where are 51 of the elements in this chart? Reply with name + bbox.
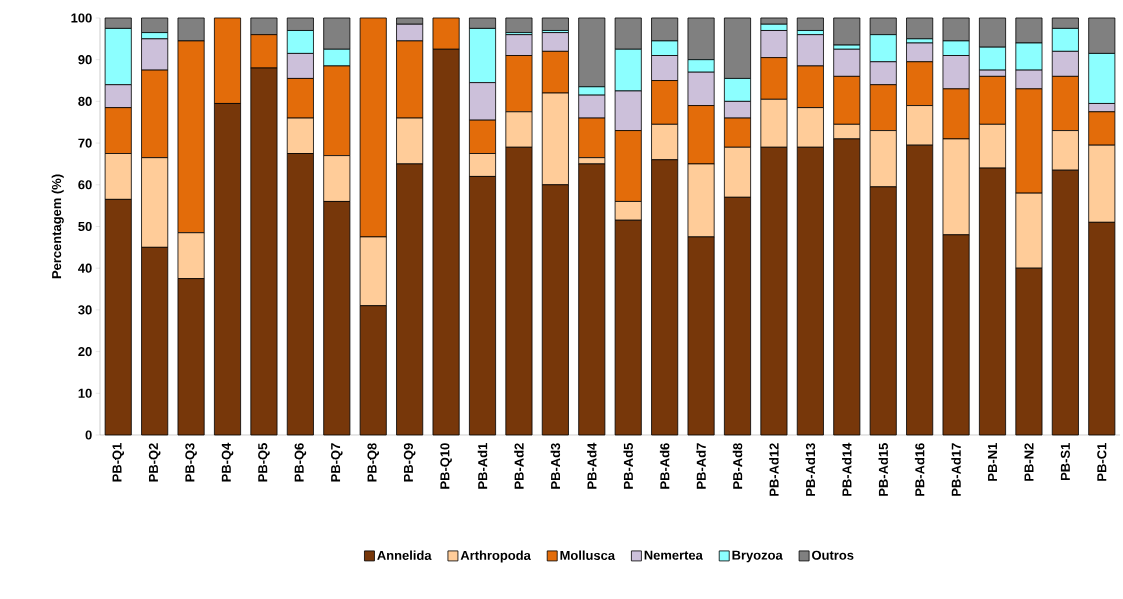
x-tick-label: PB-Ad13 (805, 443, 816, 496)
bar (541, 17, 569, 31)
x-tick-label: PB-C1 (1097, 443, 1107, 481)
y-tick-label: 0 (85, 430, 92, 440)
y-tick-label: 50 (78, 221, 92, 232)
x-tick-label: PB-N2 (1024, 443, 1034, 481)
x-tick-label: PB-Ad12 (769, 443, 779, 496)
legend-label: Mollusca (560, 550, 616, 560)
x-tick-label: PB-Ad5 (623, 443, 633, 489)
legend-label: Nemertea (644, 550, 703, 560)
x-tick-label: PB-Ad14 (842, 442, 852, 496)
y-tick-label: 10 (78, 388, 92, 398)
x-tick-label: PB-Q2 (148, 443, 161, 482)
y-tick-label: 80 (78, 96, 92, 106)
y-tick-label: 60 (78, 180, 92, 190)
y-tick-label: 20 (78, 347, 92, 357)
y-tick-label: 70 (78, 138, 92, 148)
x-tick-label: PB-Ad16 (914, 443, 925, 496)
x-tick-label: PB-Ad2 (514, 443, 524, 489)
x-tick-label: PB-Q9 (403, 443, 416, 482)
x-tick-label: PB-Q8 (367, 443, 380, 482)
x-tick-label: PB-Ad1 (477, 443, 488, 489)
x-tick-label: PB-Q4 (221, 442, 234, 482)
x-tick-label: PB-Ad15 (878, 443, 888, 496)
y-axis-title: Percentagem (%) (51, 174, 64, 279)
legend-label: Outros (812, 550, 854, 560)
legend-label: Arthropoda (460, 550, 531, 563)
x-tick-label: PB-Q6 (294, 443, 307, 482)
bar (796, 17, 824, 31)
bar (505, 17, 533, 33)
x-tick-label: PB-Q3 (185, 443, 197, 482)
x-tick-label: PB-S1 (1060, 443, 1070, 481)
y-tick-label: 40 (78, 263, 92, 273)
x-tick-label: PB-Ad8 (732, 443, 743, 489)
x-tick-label: PB-Ad4 (587, 442, 597, 489)
x-tick-label: PB-N1 (988, 443, 997, 481)
x-tick-label: PB-Ad7 (696, 443, 706, 489)
y-tick-label: 30 (78, 305, 92, 315)
legend-label: Annelida (377, 550, 432, 560)
y-tick-label: 90 (78, 55, 92, 65)
x-tick-label: PB-Ad6 (659, 443, 670, 489)
x-tick-label: PB-Q5 (258, 443, 270, 482)
x-tick-label: PB-Q10 (440, 443, 452, 489)
bar (906, 17, 934, 40)
x-tick-label: PB-Ad3 (550, 443, 561, 489)
legend-label: Bryozoa (732, 550, 783, 563)
x-tick-label: PB-Q7 (330, 443, 343, 482)
x-tick-label: PB-Q1 (112, 443, 125, 482)
y-tick-label: 100 (71, 13, 92, 23)
x-tick-label: PB-Ad17 (951, 443, 961, 496)
bar (833, 17, 861, 46)
